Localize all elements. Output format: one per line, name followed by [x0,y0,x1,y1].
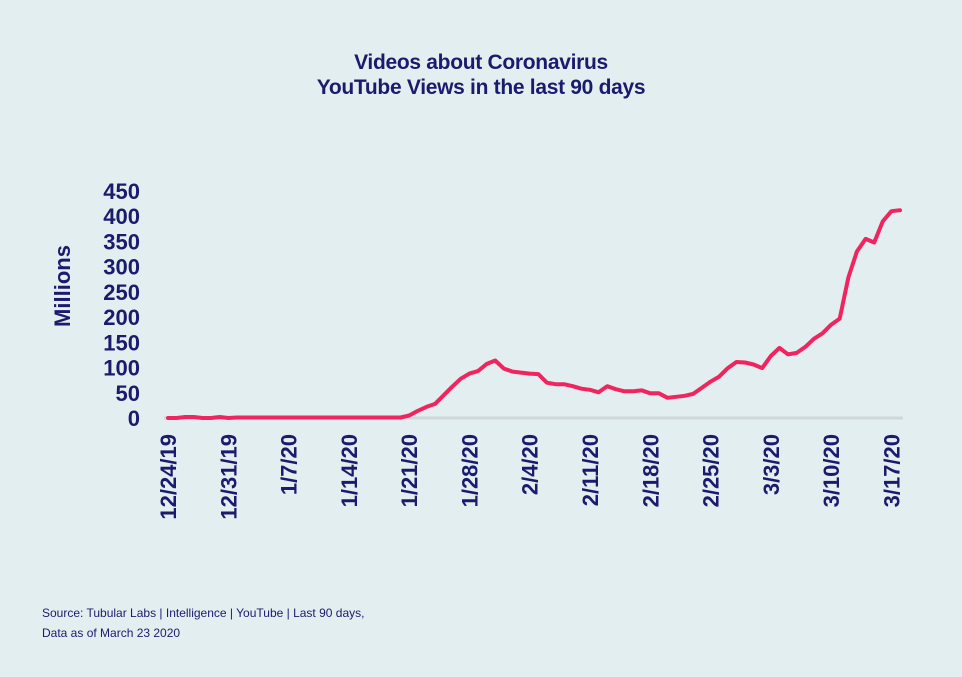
chart-subtitle: YouTube Views in the last 90 days [316,76,646,99]
source-note-line2: Data as of March 23 2020 [42,626,181,640]
x-tick-label: 2/25/20 [699,434,724,507]
source-note-line1: Source: Tubular Labs | Intelligence | Yo… [42,606,365,620]
y-tick-label: 150 [103,330,140,355]
y-tick-label: 200 [103,305,140,330]
x-tick-label: 1/7/20 [277,434,302,495]
y-tick-label: 250 [103,280,140,305]
y-tick-label: 350 [103,229,140,254]
x-tick-label: 12/31/19 [216,434,241,520]
x-tick-label: 2/18/20 [638,434,663,507]
y-tick-label: 0 [128,406,140,431]
x-tick-label: 2/11/20 [578,434,603,506]
x-tick-label: 1/28/20 [457,434,482,507]
x-tick-label: 12/24/19 [156,434,181,520]
y-tick-label: 50 [116,381,140,406]
x-tick-label: 3/17/20 [879,434,904,507]
y-tick-label: 300 [103,255,140,280]
chart-title: Videos about Coronavirus [354,51,608,74]
y-tick-label: 100 [103,356,140,381]
x-tick-label: 1/21/20 [397,434,422,507]
x-tick-label: 3/10/20 [819,434,844,507]
y-axis-label: Millions [50,245,75,327]
x-tick-label: 3/3/20 [759,434,784,495]
y-tick-label: 450 [103,179,140,204]
x-tick-label: 2/4/20 [518,434,543,495]
x-tick-label: 1/14/20 [337,434,362,507]
series-line [166,208,902,420]
y-tick-label: 400 [103,204,140,229]
